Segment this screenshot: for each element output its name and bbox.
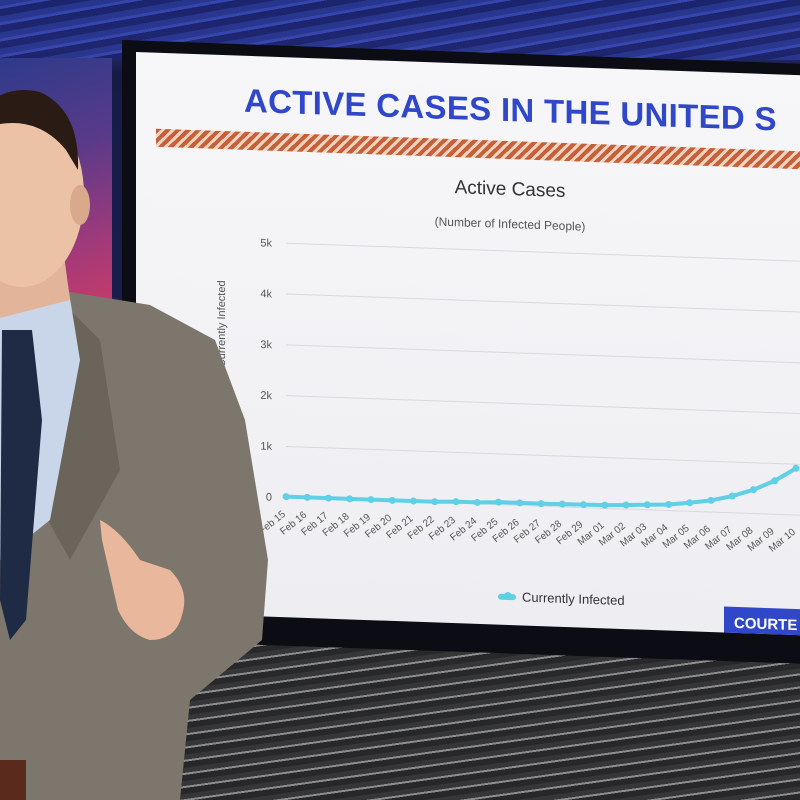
data-point[interactable] — [558, 500, 566, 508]
data-point[interactable] — [282, 493, 290, 501]
data-point[interactable] — [495, 498, 502, 506]
data-point[interactable] — [537, 500, 545, 508]
y-tick-label: 1k — [260, 441, 272, 453]
credit-badge: COURTE — [724, 606, 800, 636]
data-point[interactable] — [771, 477, 779, 485]
data-point[interactable] — [665, 500, 672, 509]
data-point[interactable] — [707, 496, 715, 504]
data-point[interactable] — [601, 501, 609, 509]
y-tick-layer: 0 1k 2k 3k 4k 5k — [260, 237, 272, 503]
display-screen: ACTIVE CASES IN THE UNITED S Active Case… — [136, 52, 800, 636]
data-point[interactable] — [750, 486, 757, 494]
gridline — [286, 293, 800, 314]
gridline — [286, 445, 800, 466]
data-point[interactable] — [728, 492, 736, 500]
data-point[interactable] — [452, 498, 460, 506]
grid-layer — [286, 242, 800, 517]
legend-swatch-icon — [498, 593, 516, 600]
data-point[interactable] — [686, 499, 694, 507]
gridline — [286, 242, 800, 263]
y-tick-label: 5k — [260, 237, 272, 249]
data-point[interactable] — [643, 501, 651, 509]
y-tick-label: 3k — [260, 339, 272, 351]
side-video-panel — [0, 58, 112, 308]
data-point[interactable] — [622, 501, 630, 509]
data-point[interactable] — [325, 494, 332, 502]
data-point[interactable] — [792, 464, 800, 472]
data-point[interactable] — [346, 495, 354, 503]
series-layer — [282, 464, 800, 509]
data-point[interactable] — [388, 496, 396, 504]
gridline — [286, 395, 800, 415]
data-point[interactable] — [431, 498, 439, 506]
y-tick-label: 4k — [260, 288, 272, 300]
data-point[interactable] — [473, 498, 481, 506]
y-tick-label: 0 — [266, 492, 272, 504]
gridline — [286, 344, 800, 364]
data-point[interactable] — [410, 497, 417, 505]
data-point[interactable] — [367, 496, 375, 504]
data-point[interactable] — [580, 501, 587, 509]
y-tick-label: 2k — [260, 390, 272, 402]
data-point[interactable] — [516, 499, 524, 507]
data-point[interactable] — [303, 493, 311, 501]
